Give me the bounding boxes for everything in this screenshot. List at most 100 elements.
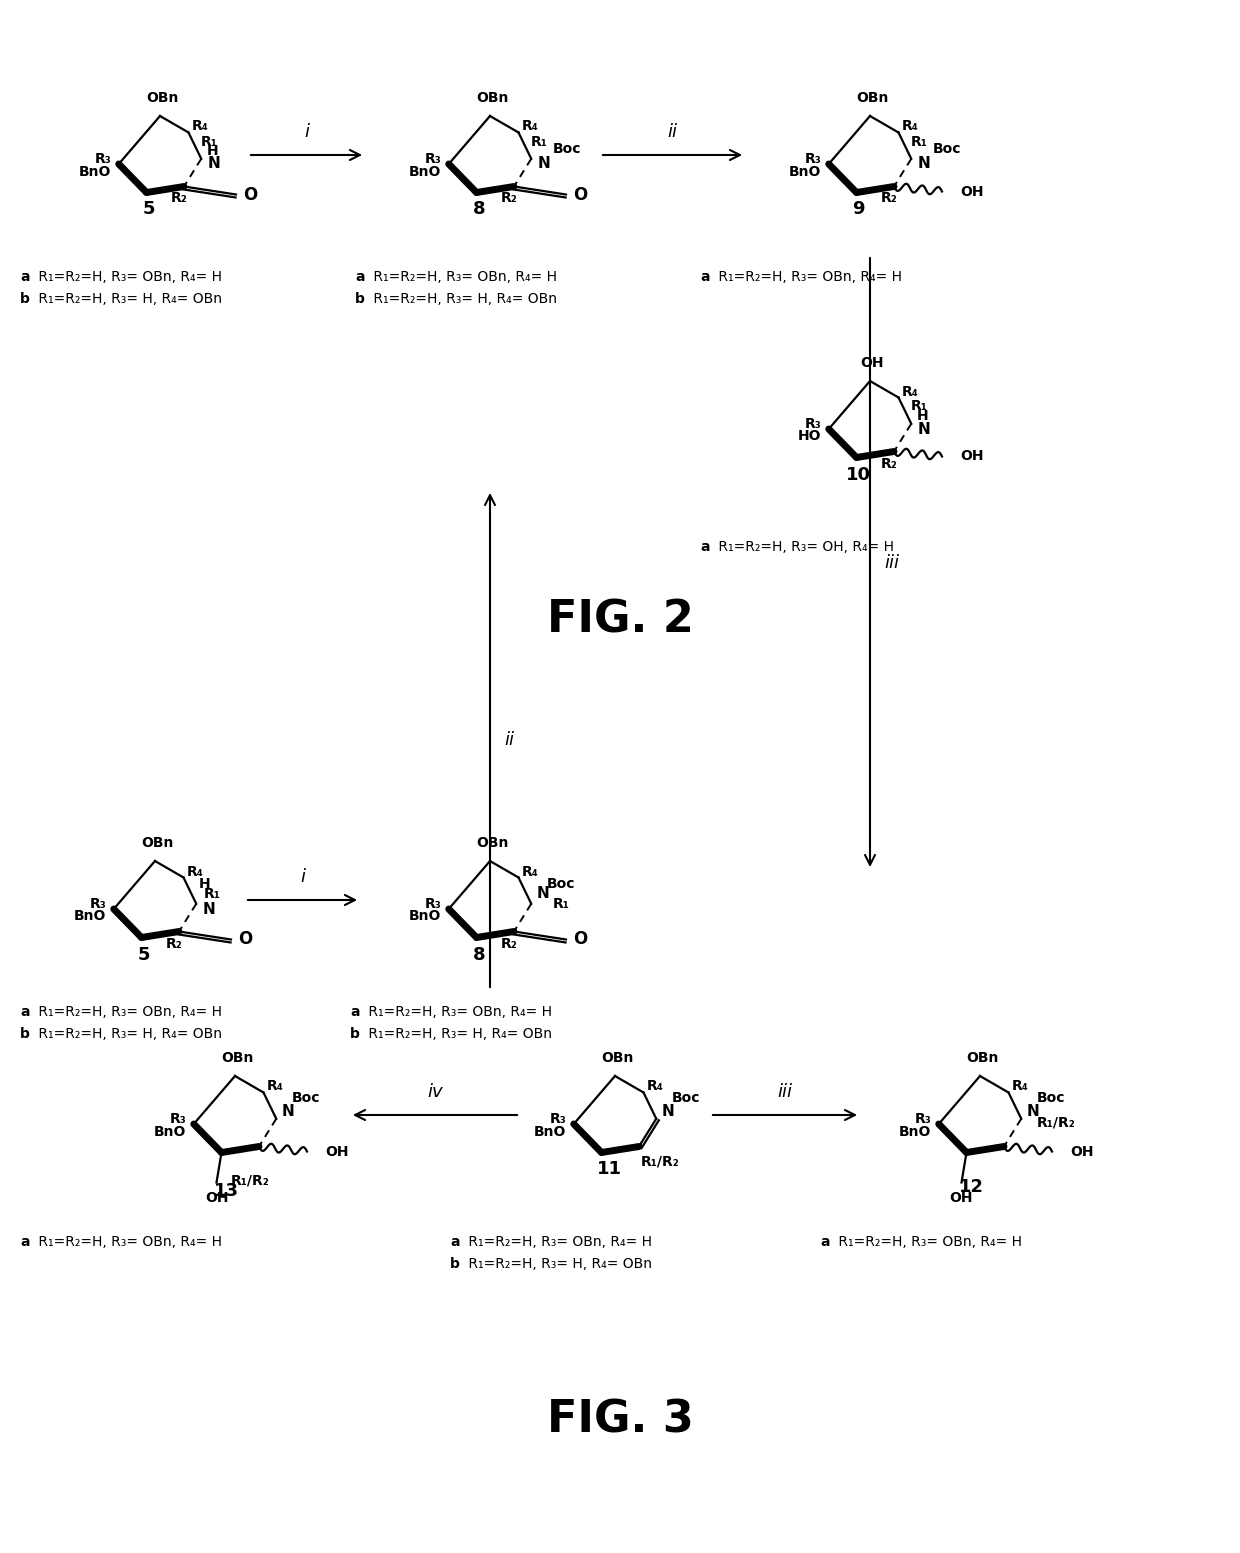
Text: R₃: R₃ xyxy=(425,152,441,166)
Text: BnO: BnO xyxy=(79,165,112,179)
Text: 5: 5 xyxy=(143,200,155,219)
Text: R₁/R₂: R₁/R₂ xyxy=(231,1174,269,1188)
Text: 13: 13 xyxy=(213,1182,238,1200)
Text: N: N xyxy=(1027,1104,1040,1118)
Text: b: b xyxy=(350,1027,360,1041)
Text: R₁=R₂=H, R₃= OBn, R₄= H: R₁=R₂=H, R₃= OBn, R₄= H xyxy=(33,1235,222,1249)
Text: R₁=R₂=H, R₃= H, R₄= OBn: R₁=R₂=H, R₃= H, R₄= OBn xyxy=(33,292,222,306)
Text: Boc: Boc xyxy=(1037,1092,1065,1106)
Text: R₃: R₃ xyxy=(89,896,107,910)
Text: R₄: R₄ xyxy=(901,385,919,399)
Text: 8: 8 xyxy=(472,946,485,963)
Text: R₄: R₄ xyxy=(522,120,538,134)
Text: a: a xyxy=(450,1235,460,1249)
Text: R₂: R₂ xyxy=(880,457,897,471)
Text: b: b xyxy=(450,1256,460,1270)
Text: R₁: R₁ xyxy=(203,887,221,901)
Text: a: a xyxy=(820,1235,830,1249)
Text: R₁=R₂=H, R₃= H, R₄= OBn: R₁=R₂=H, R₃= H, R₄= OBn xyxy=(370,292,557,306)
Text: Boc: Boc xyxy=(291,1092,320,1106)
Text: R₄: R₄ xyxy=(901,120,919,134)
Text: R₁=R₂=H, R₃= OH, R₄= H: R₁=R₂=H, R₃= OH, R₄= H xyxy=(714,540,894,554)
Text: R₁=R₂=H, R₃= H, R₄= OBn: R₁=R₂=H, R₃= H, R₄= OBn xyxy=(365,1027,552,1041)
Text: N: N xyxy=(202,901,215,916)
Text: a: a xyxy=(701,270,709,284)
Text: OH: OH xyxy=(205,1191,228,1205)
Text: OBn: OBn xyxy=(476,836,508,849)
Text: OH: OH xyxy=(1070,1145,1094,1159)
Text: OBn: OBn xyxy=(146,92,179,106)
Text: H: H xyxy=(207,144,218,158)
Text: N: N xyxy=(537,887,549,901)
Text: iii: iii xyxy=(777,1082,792,1101)
Text: a: a xyxy=(701,540,709,554)
Text: 5: 5 xyxy=(138,946,150,963)
Text: R₁=R₂=H, R₃= OBn, R₄= H: R₁=R₂=H, R₃= OBn, R₄= H xyxy=(33,1005,222,1019)
Text: R₁=R₂=H, R₃= H, R₄= OBn: R₁=R₂=H, R₃= H, R₄= OBn xyxy=(33,1027,222,1041)
Text: R₁=R₂=H, R₃= OBn, R₄= H: R₁=R₂=H, R₃= OBn, R₄= H xyxy=(365,1005,552,1019)
Text: R₁: R₁ xyxy=(531,135,548,149)
Text: R₃: R₃ xyxy=(549,1112,567,1126)
Text: 9: 9 xyxy=(853,200,866,219)
Text: R₂: R₂ xyxy=(501,936,517,950)
Text: 12: 12 xyxy=(959,1179,983,1196)
Text: R₁: R₁ xyxy=(201,135,218,149)
Text: R₄: R₄ xyxy=(191,120,208,134)
Text: BnO: BnO xyxy=(899,1124,931,1138)
Text: R₁=R₂=H, R₃= OBn, R₄= H: R₁=R₂=H, R₃= OBn, R₄= H xyxy=(714,270,901,284)
Text: R₄: R₄ xyxy=(186,865,203,879)
Text: R₂: R₂ xyxy=(165,936,182,950)
Text: R₁: R₁ xyxy=(911,399,928,413)
Text: a: a xyxy=(20,1005,30,1019)
Text: 11: 11 xyxy=(596,1160,621,1179)
Text: a: a xyxy=(20,1235,30,1249)
Text: OH: OH xyxy=(960,185,983,199)
Text: OBn: OBn xyxy=(476,92,508,106)
Text: R₁/R₂: R₁/R₂ xyxy=(641,1154,680,1168)
Text: R₃: R₃ xyxy=(805,416,821,430)
Text: HO: HO xyxy=(799,430,821,444)
Text: OH: OH xyxy=(950,1191,973,1205)
Text: ii: ii xyxy=(503,731,515,749)
Text: FIG. 3: FIG. 3 xyxy=(547,1399,693,1441)
Text: OH: OH xyxy=(325,1145,348,1159)
Text: R₂: R₂ xyxy=(170,191,187,205)
Text: a: a xyxy=(350,1005,360,1019)
Text: N: N xyxy=(918,421,930,436)
Text: R₃: R₃ xyxy=(915,1112,931,1126)
Text: i: i xyxy=(304,123,309,141)
Text: OBn: OBn xyxy=(856,92,888,106)
Text: R₃: R₃ xyxy=(425,896,441,910)
Text: O: O xyxy=(238,930,252,949)
Text: OBn: OBn xyxy=(141,836,174,849)
Text: R₁=R₂=H, R₃= OBn, R₄= H: R₁=R₂=H, R₃= OBn, R₄= H xyxy=(33,270,222,284)
Text: R₂: R₂ xyxy=(880,191,897,205)
Text: R₁=R₂=H, R₃= H, R₄= OBn: R₁=R₂=H, R₃= H, R₄= OBn xyxy=(464,1256,652,1270)
Text: Boc: Boc xyxy=(672,1092,701,1106)
Text: Boc: Boc xyxy=(553,141,582,155)
Text: H: H xyxy=(198,876,210,890)
Text: OBn: OBn xyxy=(966,1051,998,1065)
Text: O: O xyxy=(243,185,257,203)
Text: BnO: BnO xyxy=(534,1124,567,1138)
Text: R₃: R₃ xyxy=(170,1112,186,1126)
Text: R₁: R₁ xyxy=(553,896,570,910)
Text: BnO: BnO xyxy=(409,910,441,924)
Text: O: O xyxy=(573,185,587,203)
Text: b: b xyxy=(355,292,365,306)
Text: R₄: R₄ xyxy=(522,865,538,879)
Text: R₁=R₂=H, R₃= OBn, R₄= H: R₁=R₂=H, R₃= OBn, R₄= H xyxy=(464,1235,652,1249)
Text: b: b xyxy=(20,292,30,306)
Text: R₁=R₂=H, R₃= OBn, R₄= H: R₁=R₂=H, R₃= OBn, R₄= H xyxy=(370,270,557,284)
Text: N: N xyxy=(281,1104,295,1118)
Text: i: i xyxy=(300,868,305,887)
Text: iii: iii xyxy=(884,553,899,572)
Text: BnO: BnO xyxy=(409,165,441,179)
Text: OBn: OBn xyxy=(221,1051,253,1065)
Text: N: N xyxy=(207,157,219,171)
Text: ii: ii xyxy=(667,123,677,141)
Text: R₂: R₂ xyxy=(501,191,517,205)
Text: N: N xyxy=(918,157,930,171)
Text: 8: 8 xyxy=(472,200,485,219)
Text: OH: OH xyxy=(960,449,983,463)
